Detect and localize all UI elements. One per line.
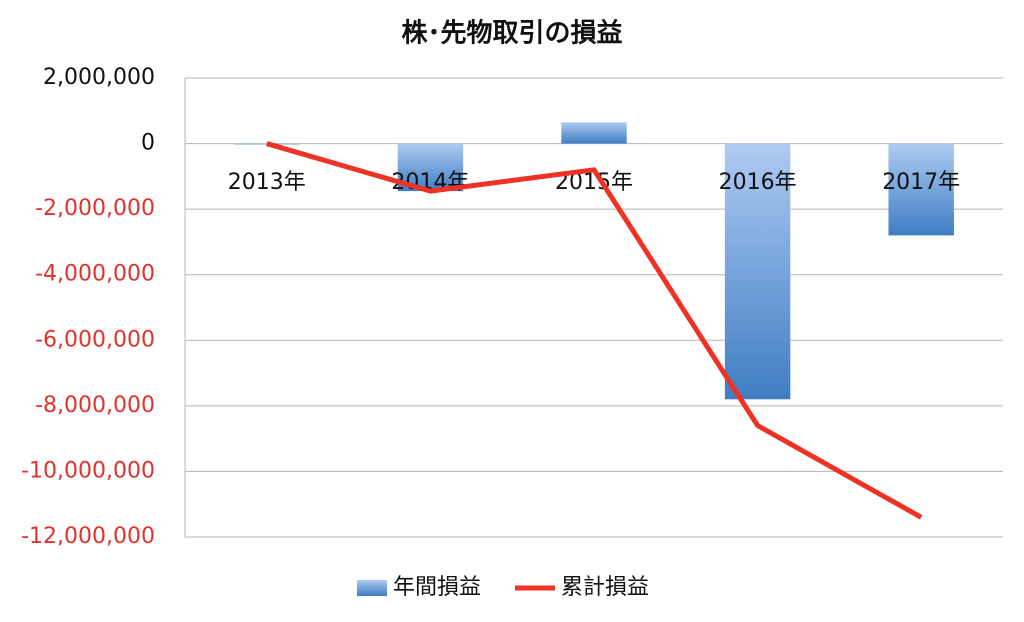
legend-swatch xyxy=(357,580,387,596)
y-tick-label: 0 xyxy=(141,131,155,156)
y-tick-label: -12,000,000 xyxy=(21,524,155,549)
bar xyxy=(561,122,627,144)
y-tick-label: -2,000,000 xyxy=(35,196,155,221)
bar xyxy=(888,143,954,236)
y-tick-label: -6,000,000 xyxy=(35,327,155,352)
legend-label: 累計損益 xyxy=(561,575,649,600)
x-tick-label: 2017年 xyxy=(882,170,960,195)
bar xyxy=(724,143,791,400)
y-tick-label: 2,000,000 xyxy=(43,65,155,90)
y-tick-label: -4,000,000 xyxy=(35,262,155,287)
x-tick-label: 2016年 xyxy=(719,170,797,195)
x-tick-label: 2013年 xyxy=(228,170,306,195)
y-tick-label: -8,000,000 xyxy=(35,393,155,418)
y-tick-label: -10,000,000 xyxy=(21,458,155,483)
line xyxy=(266,141,923,520)
chart-title: 株･先物取引の損益 xyxy=(401,19,622,49)
legend-label: 年間損益 xyxy=(393,575,481,600)
